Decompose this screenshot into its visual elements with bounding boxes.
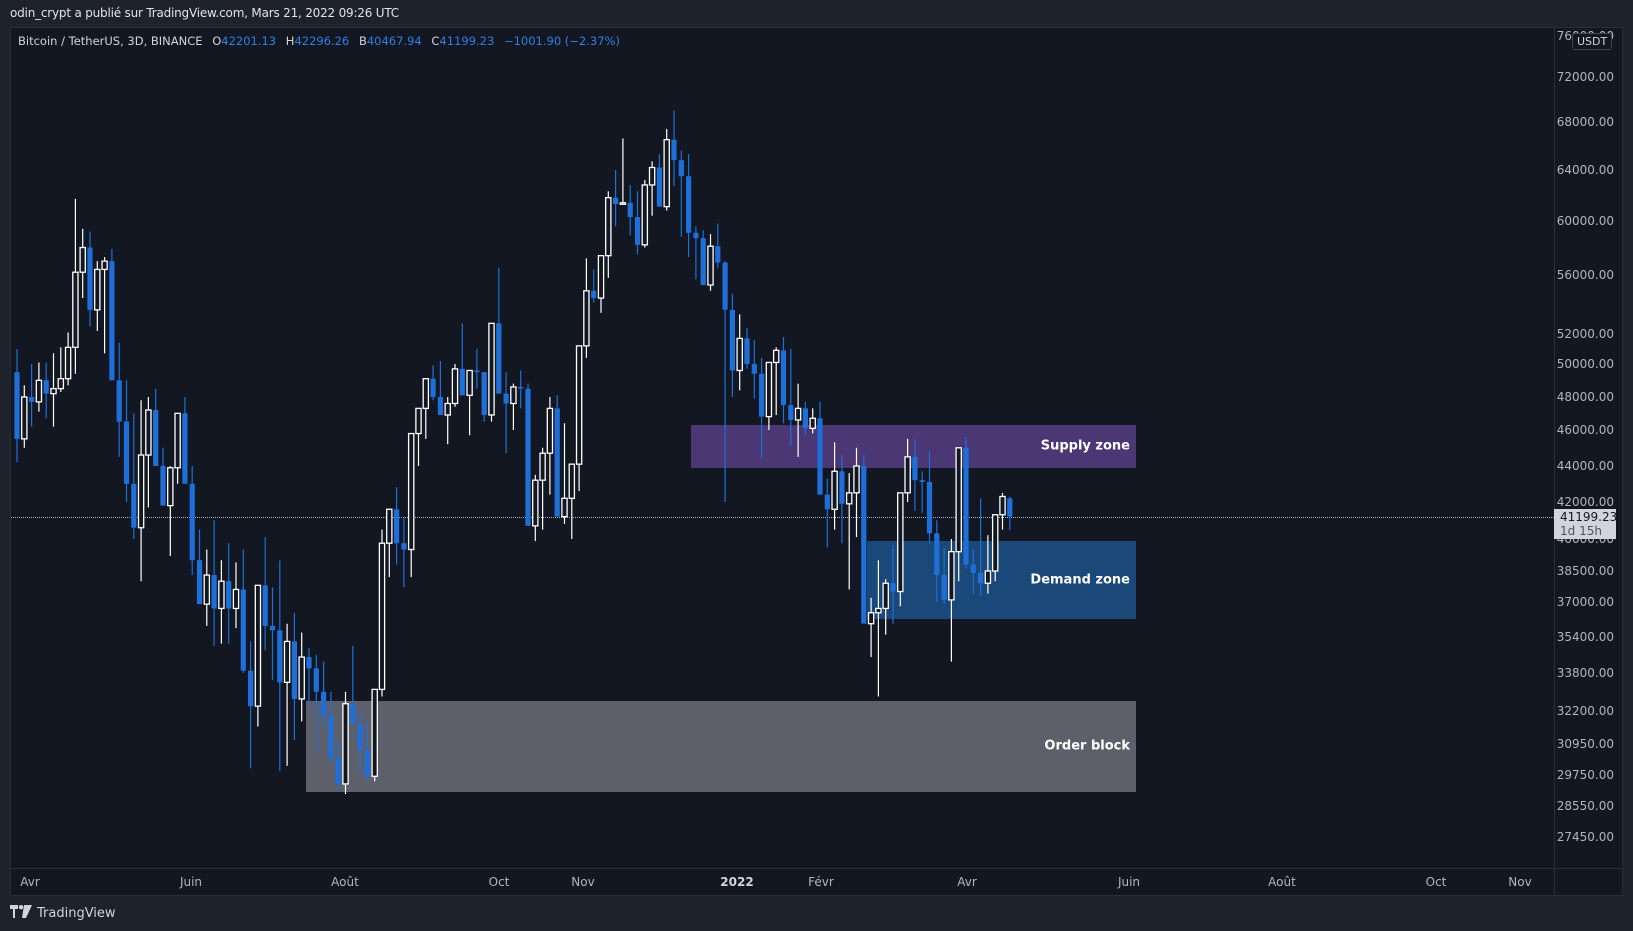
price-tick: 46000.00 [1556,423,1614,437]
time-tick: Oct [1425,875,1447,889]
price-tick: 35400.00 [1556,630,1614,644]
time-tick: Juin [179,875,203,889]
demand-zone-label: Demand zone [1030,572,1130,588]
high-value: 42296.26 [294,34,350,48]
demand-zone[interactable]: Demand zone [867,541,1136,620]
chart-plot-area[interactable]: Supply zone Demand zone Order block [11,28,1554,868]
time-tick: Avr [20,875,40,889]
change-value: −1001.90 (−2.37%) [503,34,620,48]
currency-badge[interactable]: USDT [1572,33,1613,50]
time-axis[interactable]: Avr Juin Août Oct Nov 2022 Févr Avr Juin Août Oct N… [11,868,1622,896]
tradingview-brand: TradingView [10,905,116,922]
price-tick: 72000.00 [1556,70,1614,84]
bar-countdown: 1d 15h [1560,523,1602,538]
symbol-legend: Bitcoin / TetherUS, 3D, BINANCE O42201.1… [18,34,620,48]
price-tick: 48000.00 [1556,390,1614,404]
time-tick: Avr [957,875,977,889]
last-price-line [11,516,1554,518]
last-price-value: 41199.23 [1560,509,1618,524]
low-value: 40467.94 [366,34,422,48]
price-tick: 33800.00 [1556,666,1614,680]
candlestick-series [14,110,1013,795]
brand-name: TradingView [37,906,116,921]
supply-zone-label: Supply zone [1040,438,1130,454]
time-tick: 2022 [720,875,754,889]
close-value: 41199.23 [439,34,495,48]
time-tick: Juin [1117,875,1141,889]
time-tick: Févr [808,875,834,889]
price-tick: 52000.00 [1556,327,1614,341]
price-tick: 28550.00 [1556,799,1614,813]
price-tick: 44000.00 [1556,459,1614,473]
axis-corner [1554,869,1555,896]
price-tick: 42000.00 [1556,495,1614,509]
last-price-label: 41199.23 1d 15h [1554,508,1618,539]
order-block-label: Order block [1044,738,1130,754]
price-tick: 37000.00 [1556,595,1614,609]
open-value: 42201.13 [221,34,277,48]
price-axis[interactable]: 76000.0072000.0068000.0064000.0060000.00… [1554,28,1622,868]
price-tick: 38500.00 [1556,564,1614,578]
price-tick: 29750.00 [1556,768,1614,782]
publisher-line: odin_crypt a publié sur TradingView.com,… [10,6,399,20]
price-tick: 68000.00 [1556,115,1614,129]
price-tick: 50000.00 [1556,357,1614,371]
price-tick: 32200.00 [1556,704,1614,718]
tradingview-logo-icon [10,905,32,922]
time-tick: Août [1268,875,1296,889]
time-tick: Nov [571,875,595,889]
price-tick: 30950.00 [1556,737,1614,751]
time-tick: Oct [488,875,510,889]
symbol-title[interactable]: Bitcoin / TetherUS, 3D, BINANCE [18,34,203,48]
price-tick: 56000.00 [1556,268,1614,282]
time-tick: Août [331,875,359,889]
price-tick: 64000.00 [1556,163,1614,177]
time-tick: Nov [1508,875,1532,889]
order-block-zone[interactable]: Order block [306,701,1136,792]
price-tick: 60000.00 [1556,214,1614,228]
price-tick: 27450.00 [1556,830,1614,844]
